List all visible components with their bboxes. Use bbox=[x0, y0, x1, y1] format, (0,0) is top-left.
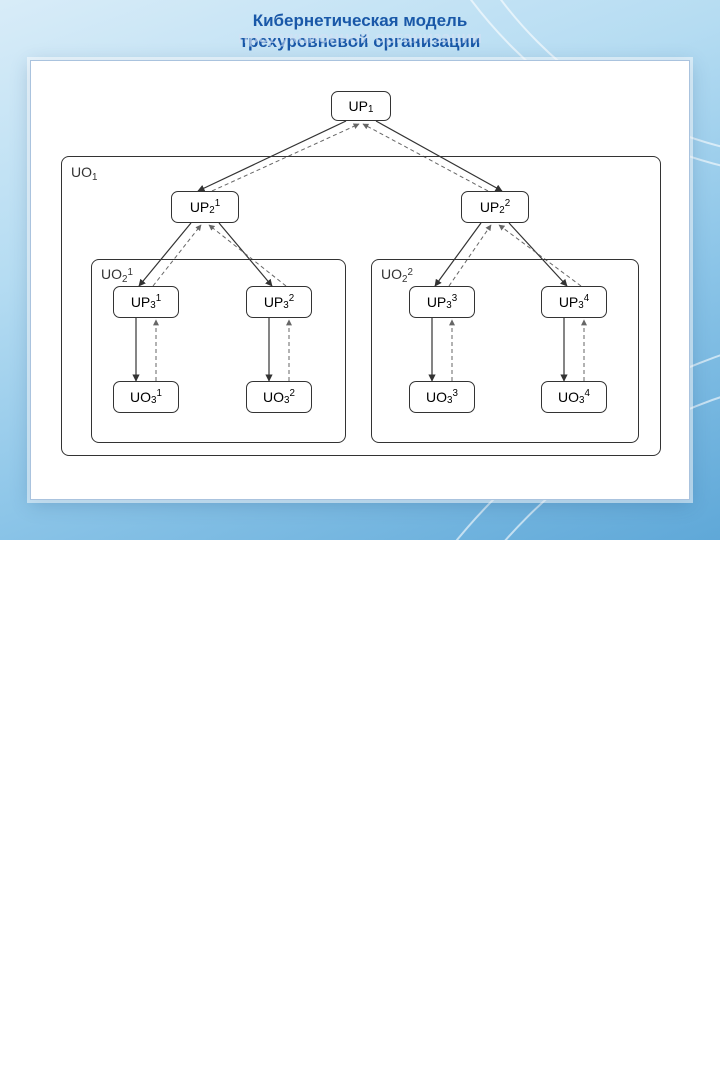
node-UO33: UO33 bbox=[409, 381, 475, 413]
container-label-UO21: UO21 bbox=[101, 266, 133, 282]
slide-title: Кибернетическая модель трехуровневой орг… bbox=[0, 10, 720, 53]
title-line-1: Кибернетическая модель bbox=[0, 10, 720, 31]
diagram-panel: UO1 UO21 UO22 UP1 UP21 UP22 UP31 UP32 UP33 UP34 UO… bbox=[30, 60, 690, 500]
container-label-UO1: UO1 bbox=[71, 164, 97, 180]
node-UP22: UP22 bbox=[461, 191, 529, 223]
node-UP34: UP34 bbox=[541, 286, 607, 318]
container-label-UO22: UO22 bbox=[381, 266, 413, 282]
node-UO31: UO31 bbox=[113, 381, 179, 413]
node-UP31: UP31 bbox=[113, 286, 179, 318]
node-UP1: UP1 bbox=[331, 91, 391, 121]
node-UP32: UP32 bbox=[246, 286, 312, 318]
node-UP21: UP21 bbox=[171, 191, 239, 223]
node-UO34: UO34 bbox=[541, 381, 607, 413]
title-line-2: трехуровневой организации bbox=[0, 31, 720, 52]
node-UO32: UO32 bbox=[246, 381, 312, 413]
node-UP33: UP33 bbox=[409, 286, 475, 318]
hierarchy-diagram: UO1 UO21 UO22 UP1 UP21 UP22 UP31 UP32 UP33 UP34 UO… bbox=[31, 61, 689, 499]
